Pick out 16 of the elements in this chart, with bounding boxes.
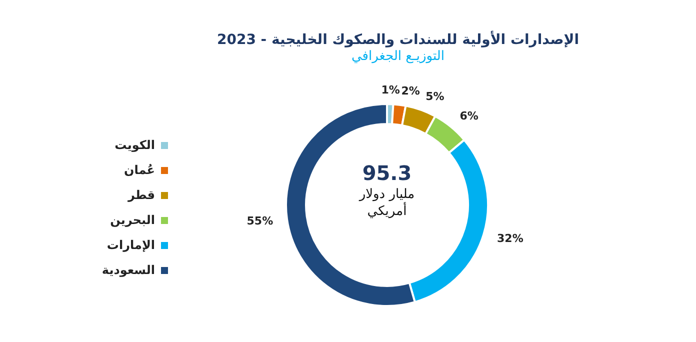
- data-label: 32%: [497, 232, 524, 245]
- data-label: 2%: [401, 84, 420, 98]
- legend-label: عُمان: [124, 163, 155, 177]
- data-label: 5%: [426, 90, 444, 104]
- chart-subtitle: التوزيـع الجغرافي: [350, 49, 446, 64]
- legend-label: قطر: [128, 188, 155, 202]
- legend-label: الكويت: [114, 138, 155, 152]
- legend-label: السعودية: [102, 263, 155, 277]
- chart-title: الإصدارات الأولية للسندات والصكوك الخليجية - 2023: [216, 32, 580, 48]
- text: 95.3: [361, 161, 413, 185]
- text: مليار دولار أمريكي: [358, 187, 416, 221]
- data-label: 1%: [381, 84, 400, 97]
- legend-label: الإمارات: [106, 238, 155, 252]
- data-label: 55%: [246, 214, 274, 228]
- legend-label: البحرين: [110, 213, 155, 227]
- data-label: 6%: [460, 109, 478, 122]
